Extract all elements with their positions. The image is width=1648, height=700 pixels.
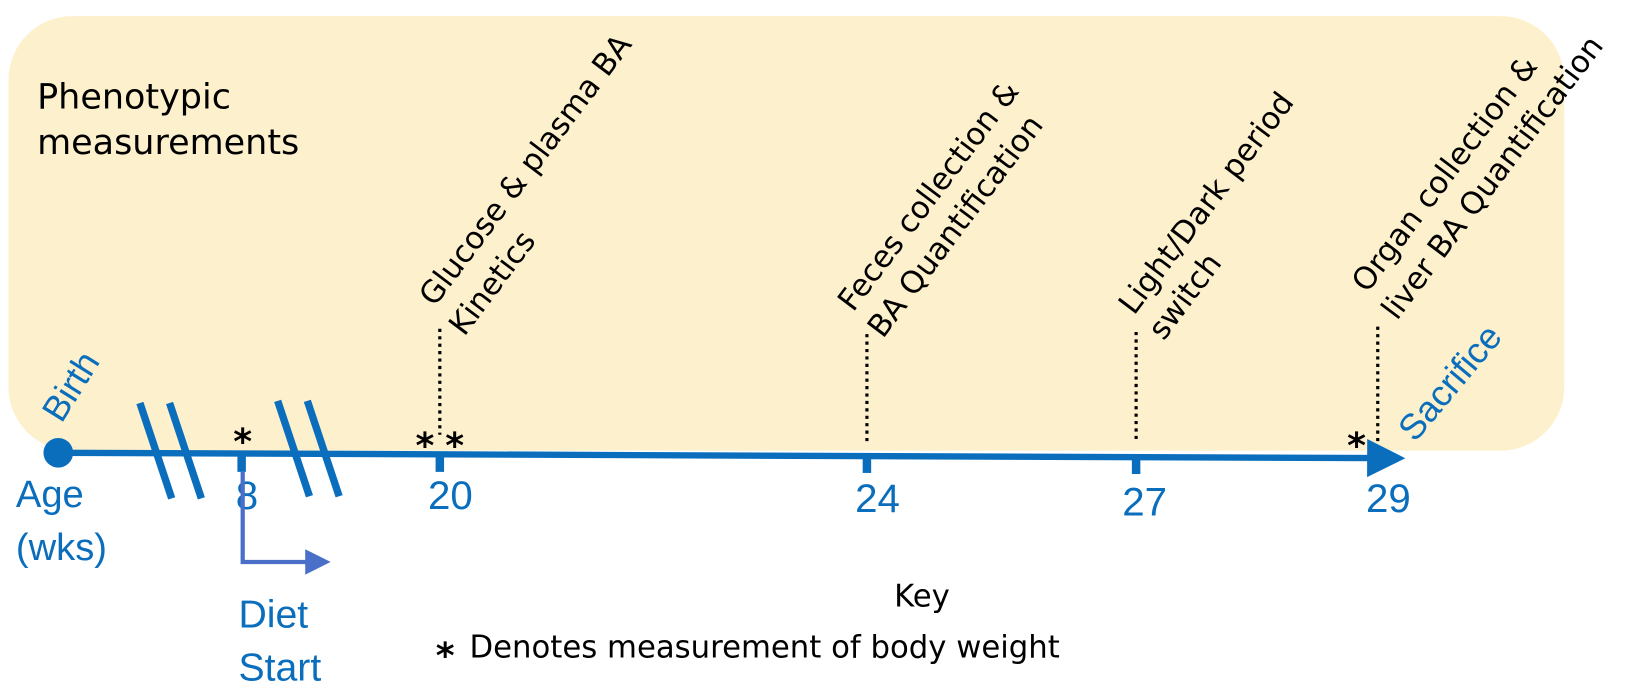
- tick-label: 29: [1366, 476, 1411, 521]
- timeline-axis: [58, 438, 1406, 478]
- tick-label: 20: [428, 473, 473, 518]
- key-symbol: *: [436, 636, 455, 677]
- panel-title: Phenotypic: [37, 77, 231, 117]
- panel-title: measurements: [37, 123, 299, 163]
- birth-dot: [43, 437, 74, 468]
- weight-marker: *: [416, 426, 435, 467]
- axis-breaks: [136, 399, 343, 500]
- phenotype-panel: [8, 16, 1565, 451]
- tick-label: 8: [236, 473, 258, 518]
- diet-arrow: [240, 471, 331, 575]
- diet-label: Diet: [238, 594, 308, 637]
- tick-label: 24: [855, 476, 900, 521]
- key-text: Denotes measurement of body weight: [469, 629, 1059, 665]
- diet-label: Start: [238, 647, 321, 690]
- axis-label: (wks): [16, 526, 107, 569]
- weight-marker: *: [233, 422, 252, 463]
- axis-label: Age: [16, 473, 84, 516]
- tick-label: 27: [1122, 479, 1167, 524]
- tick-marks: [237, 453, 1141, 474]
- weight-marker: *: [445, 426, 464, 467]
- weight-marker: *: [1347, 426, 1366, 467]
- key-title: Key: [894, 578, 950, 614]
